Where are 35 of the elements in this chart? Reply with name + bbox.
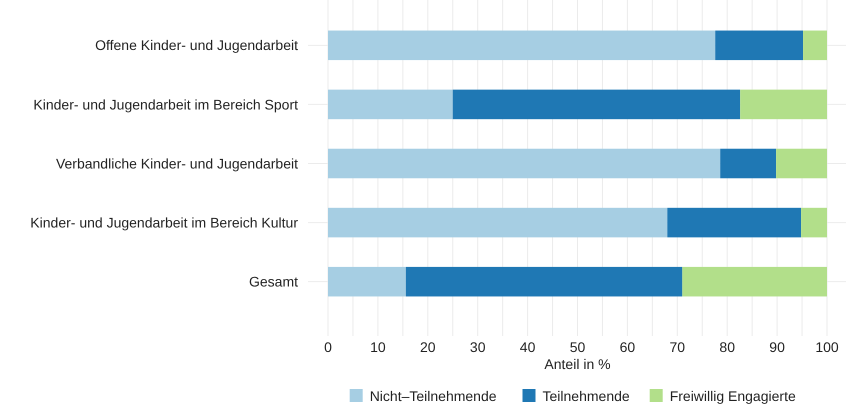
x-tick-label: 10 (370, 339, 386, 355)
bar (720, 148, 776, 178)
y-tick-label: Kinder- und Jugendarbeit im Bereich Kultur (30, 214, 298, 230)
bar (328, 30, 716, 60)
legend-label: Freiwillig Engagierte (670, 388, 796, 404)
bar (328, 90, 453, 120)
x-tick-label: 90 (769, 339, 786, 355)
y-tick-label: Verbandliche Kinder- und Jugendarbeit (56, 155, 298, 172)
bar (328, 148, 720, 178)
bar (740, 90, 827, 120)
x-axis-title: Anteil in % (544, 356, 611, 372)
y-tick-label: Offene Kinder- und Jugendarbeit (95, 37, 298, 54)
y-tick-label: Kinder- und Jugendarbeit im Bereich Sport (33, 96, 298, 112)
bar (803, 30, 827, 60)
x-tick-label: 0 (324, 339, 332, 355)
x-tick-label: 80 (719, 339, 736, 355)
bar (452, 90, 740, 120)
legend-label: Nicht–Teilnehmende (370, 388, 497, 404)
x-tick-label: 100 (815, 339, 839, 355)
x-tick-label: 60 (620, 339, 636, 355)
y-tick-label: Gesamt (248, 274, 298, 290)
bar (801, 208, 827, 238)
x-tick-label: 40 (520, 339, 536, 355)
x-tick-label: 50 (570, 339, 586, 355)
bar (667, 208, 802, 238)
bar (406, 266, 682, 296)
bar (328, 266, 406, 296)
x-tick-label: 30 (470, 339, 486, 355)
bar (715, 30, 804, 60)
bar (328, 208, 668, 238)
bar (776, 148, 827, 178)
x-tick-label: 20 (420, 339, 436, 355)
legend-label: Teilnehmende (542, 388, 630, 404)
bar (682, 266, 827, 296)
x-tick-label: 70 (670, 339, 686, 355)
